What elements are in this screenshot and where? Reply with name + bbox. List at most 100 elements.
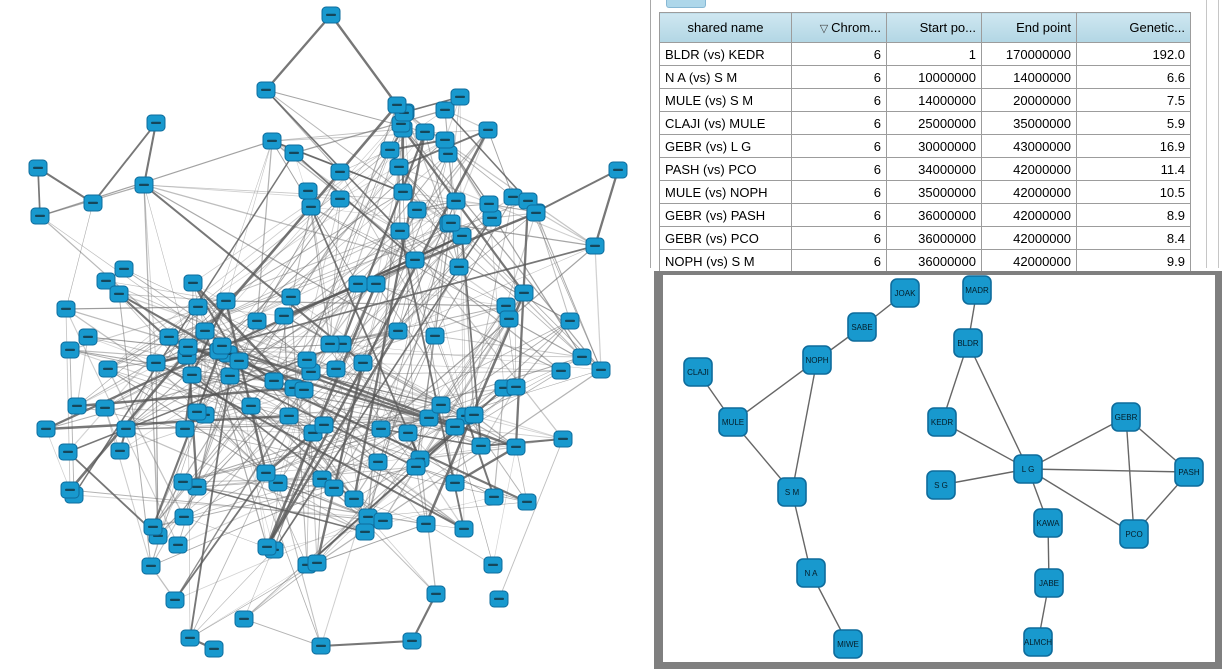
overview-network-node[interactable] <box>435 101 455 119</box>
overview-network-node[interactable] <box>173 473 193 491</box>
overview-network-node[interactable] <box>60 341 80 359</box>
overview-network-node[interactable] <box>174 508 194 526</box>
network-edge-LG-PCO[interactable] <box>1027 468 1135 535</box>
overview-network-node[interactable] <box>326 360 346 378</box>
overview-network-node[interactable] <box>479 195 499 213</box>
overview-network-node[interactable] <box>279 407 299 425</box>
overview-network-node[interactable] <box>368 453 388 471</box>
overview-network-node[interactable] <box>314 416 334 434</box>
overview-network-node[interactable] <box>67 397 87 415</box>
overview-network-node[interactable] <box>389 158 409 176</box>
overview-network-node[interactable] <box>348 275 368 293</box>
network-node-CLAJI[interactable]: CLAJI <box>683 357 713 387</box>
overview-network-node[interactable] <box>284 144 304 162</box>
overview-network-node[interactable] <box>175 420 195 438</box>
overview-network-node[interactable] <box>180 629 200 647</box>
overview-network-node[interactable] <box>297 351 317 369</box>
column-header-chromosome[interactable]: ▽ Chrom... <box>791 12 887 43</box>
table-row[interactable]: NOPH (vs) S M 6 36000000 42000000 9.9 <box>659 249 1191 273</box>
overview-network-node[interactable] <box>483 556 503 574</box>
overview-network-node[interactable] <box>324 479 344 497</box>
overview-network-node[interactable] <box>450 88 470 106</box>
overview-network-node[interactable] <box>551 362 571 380</box>
overview-network-node[interactable] <box>58 443 78 461</box>
network-node-BLDR[interactable]: BLDR <box>953 328 983 358</box>
overview-network-node[interactable] <box>78 328 98 346</box>
overview-network-node[interactable] <box>234 610 254 628</box>
overview-network-node[interactable] <box>416 515 436 533</box>
overview-network-node[interactable] <box>499 310 519 328</box>
overview-network-node[interactable] <box>110 442 130 460</box>
overview-network-node[interactable] <box>452 227 472 245</box>
overview-network-node[interactable] <box>406 458 426 476</box>
overview-network-node[interactable] <box>83 194 103 212</box>
network-node-GEBR[interactable]: GEBR <box>1111 402 1141 432</box>
overview-network-node[interactable] <box>393 183 413 201</box>
overview-network-node[interactable] <box>298 182 318 200</box>
network-node-PASH[interactable]: PASH <box>1174 457 1204 487</box>
overview-network-node[interactable] <box>143 518 163 536</box>
network-node-PCO[interactable]: PCO <box>1119 519 1149 549</box>
overview-network-node[interactable] <box>454 520 474 538</box>
overview-network-node[interactable] <box>95 399 115 417</box>
overview-network-node[interactable] <box>321 6 341 24</box>
overview-network-node[interactable] <box>212 337 232 355</box>
overview-network-node[interactable] <box>96 272 116 290</box>
network-node-MADR[interactable]: MADR <box>962 275 992 305</box>
overview-network-node[interactable] <box>56 300 76 318</box>
overview-network-node[interactable] <box>388 322 408 340</box>
detail-network-canvas[interactable]: JOAK SABE NOPH CLAJI MULE S M N A MIWE MADR BLDR K… <box>663 275 1215 662</box>
overview-network-node[interactable] <box>496 297 516 315</box>
table-row[interactable]: GEBR (vs) PCO 6 36000000 42000000 8.4 <box>659 226 1191 250</box>
table-row[interactable]: GEBR (vs) L G 6 30000000 43000000 16.9 <box>659 134 1191 158</box>
overview-network-node[interactable] <box>560 312 580 330</box>
overview-network-node[interactable] <box>187 403 207 421</box>
overview-network-node[interactable] <box>435 131 455 149</box>
overview-network-node[interactable] <box>471 437 491 455</box>
network-edge-LG-PASH[interactable] <box>1027 468 1190 473</box>
overview-network-node[interactable] <box>320 335 340 353</box>
overview-network-node[interactable] <box>426 585 446 603</box>
overview-network-node[interactable] <box>220 367 240 385</box>
overview-network-node[interactable] <box>178 338 198 356</box>
overview-network-node[interactable] <box>506 378 526 396</box>
column-header-shared-name[interactable]: shared name <box>659 12 792 43</box>
overview-network-node[interactable] <box>506 438 526 456</box>
overview-network-node[interactable] <box>114 260 134 278</box>
overview-network-node[interactable] <box>344 490 364 508</box>
column-header-genetic[interactable]: Genetic... <box>1076 12 1191 43</box>
network-edge-GEBR-PCO[interactable] <box>1125 416 1135 535</box>
overview-network-node[interactable] <box>425 327 445 345</box>
overview-network-node[interactable] <box>36 420 56 438</box>
overview-network-node[interactable] <box>464 406 484 424</box>
overview-network-node[interactable] <box>256 81 276 99</box>
table-row[interactable]: CLAJI (vs) MULE 6 25000000 35000000 5.9 <box>659 111 1191 135</box>
overview-network-node[interactable] <box>30 207 50 225</box>
overview-network-node[interactable] <box>247 312 267 330</box>
overview-network-node[interactable] <box>264 372 284 390</box>
overview-network-node[interactable] <box>585 237 605 255</box>
overview-network-node[interactable] <box>353 354 373 372</box>
overview-network-node[interactable] <box>355 523 375 541</box>
overview-network-node[interactable] <box>572 348 592 366</box>
overview-network-node[interactable] <box>294 381 314 399</box>
network-edge-LG-GEBR[interactable] <box>1027 416 1127 470</box>
overview-network-node[interactable] <box>517 493 537 511</box>
overview-network-node[interactable] <box>60 481 80 499</box>
overview-network-node[interactable] <box>366 275 386 293</box>
network-node-NOPH[interactable]: NOPH <box>802 345 832 375</box>
overview-network-node[interactable] <box>415 123 435 141</box>
overview-network-node[interactable] <box>195 322 215 340</box>
table-row[interactable]: N A (vs) S M 6 10000000 14000000 6.6 <box>659 65 1191 89</box>
overview-network-node[interactable] <box>445 418 465 436</box>
overview-network-node[interactable] <box>257 538 277 556</box>
overview-network-node[interactable] <box>134 176 154 194</box>
network-edge-NOPH-SM[interactable] <box>791 359 818 493</box>
overview-network-node[interactable] <box>165 591 185 609</box>
overview-network-node[interactable] <box>146 114 166 132</box>
overview-network-node[interactable] <box>168 536 188 554</box>
network-node-SABE[interactable]: SABE <box>847 312 877 342</box>
overview-network-node[interactable] <box>146 354 166 372</box>
overview-network-node[interactable] <box>28 159 48 177</box>
network-node-JOAK[interactable]: JOAK <box>890 278 920 308</box>
